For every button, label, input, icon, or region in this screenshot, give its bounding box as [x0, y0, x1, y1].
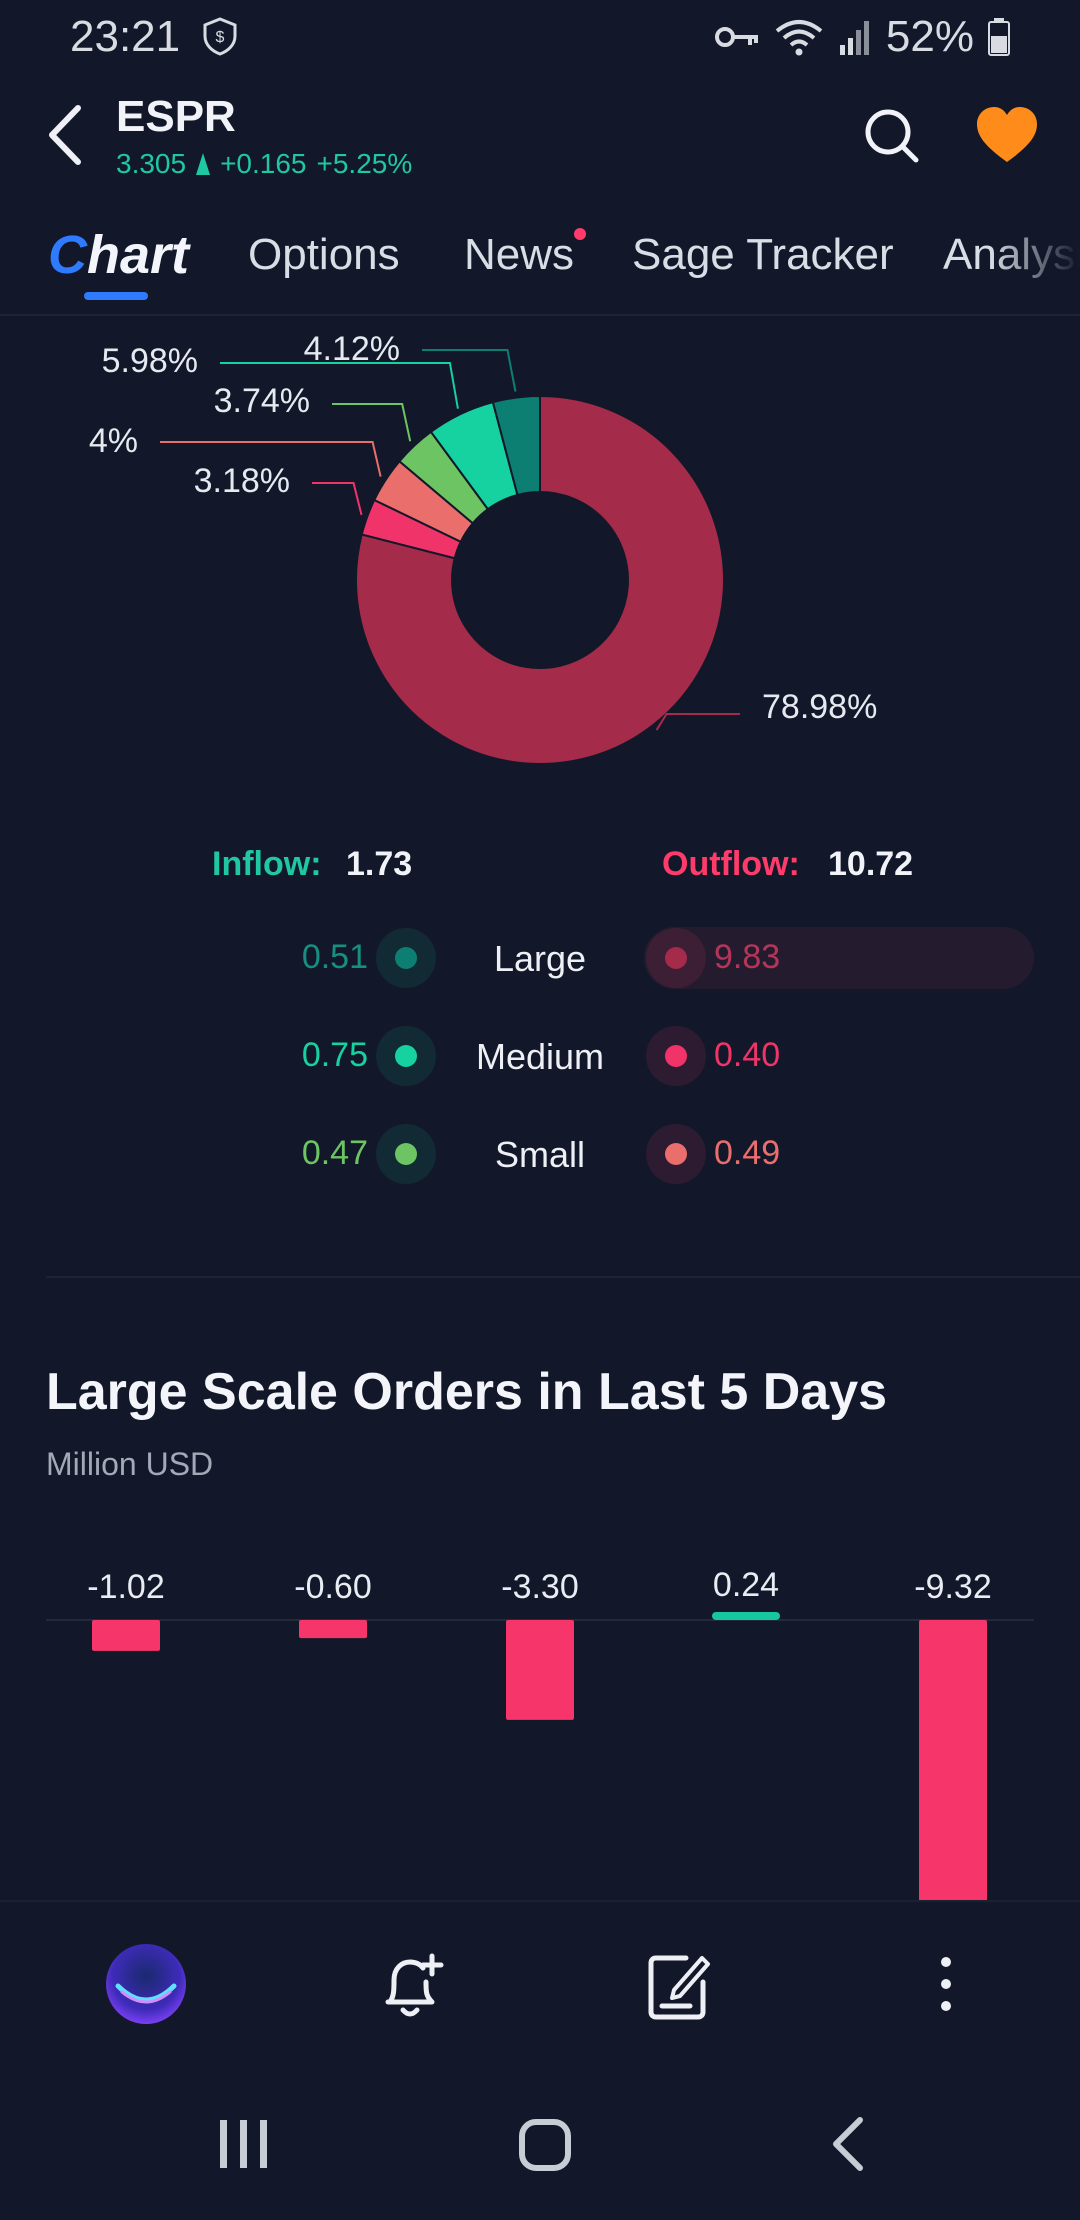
tab-chart[interactable]: Chart	[48, 224, 189, 286]
inflow-medium-dot	[376, 1026, 436, 1086]
donut-slice-label: 3.18%	[194, 462, 290, 500]
tab-sage-tracker[interactable]: Sage Tracker	[632, 230, 894, 279]
bar-day-2[interactable]	[299, 1620, 367, 1639]
donut-slice-label: 78.98%	[762, 688, 877, 726]
inflow-small-value: 0.47	[301, 1134, 368, 1172]
tab-chart-initial: C	[48, 225, 87, 285]
legend-dot	[665, 1143, 687, 1165]
recent-apps-icon[interactable]	[220, 2120, 267, 2168]
svg-text:$: $	[216, 29, 225, 46]
bar-value-label: 0.24	[713, 1566, 779, 1604]
battery-icon	[988, 18, 1010, 56]
donut-slice-label: 4%	[89, 422, 138, 460]
price-change-percent: +5.25%	[316, 148, 413, 179]
quote-line: 3.305 +0.165 +5.25%	[116, 148, 412, 180]
battery-percent: 52%	[885, 12, 974, 61]
legend-dot	[665, 1045, 687, 1067]
tab-bar: Chart Options News Sage Tracker Analysis	[0, 210, 1080, 316]
inflow-large-dot	[376, 928, 436, 988]
large-orders-unit: Million USD	[46, 1446, 214, 1482]
bar-day-5[interactable]	[919, 1620, 987, 1900]
tab-news[interactable]: News	[464, 230, 575, 279]
key-icon	[714, 27, 758, 47]
home-icon[interactable]	[519, 2119, 571, 2171]
status-bar: 23:21 $ 52%	[0, 0, 1080, 72]
add-alert-bell-icon[interactable]	[380, 1950, 444, 2020]
legend-dot	[395, 1143, 417, 1165]
donut-leader-line	[655, 713, 740, 731]
ticker-symbol: ESPR	[116, 92, 236, 141]
donut-leader-line	[332, 403, 412, 442]
outflow-small-dot	[646, 1124, 706, 1184]
search-icon[interactable]	[862, 106, 920, 164]
bar-value-label: -0.60	[294, 1568, 372, 1606]
active-tab-indicator	[84, 292, 148, 300]
outflow-medium-dot	[646, 1026, 706, 1086]
bar-day-4[interactable]	[712, 1612, 780, 1620]
tab-chart-rest: hart	[87, 225, 190, 285]
bar-value-label: -9.32	[914, 1568, 992, 1606]
outflow-small-value: 0.49	[714, 1134, 781, 1172]
last-price: 3.305	[116, 148, 187, 179]
large-outflow-highlight	[644, 927, 1034, 989]
more-options-icon[interactable]	[928, 1954, 964, 2014]
news-badge-dot	[574, 228, 586, 240]
outflow-medium-value: 0.40	[714, 1036, 781, 1074]
inflow-label: Inflow:	[212, 845, 322, 883]
system-nav-bar	[220, 2117, 863, 2171]
donut-slice-label: 3.74%	[214, 382, 310, 420]
ai-assistant-icon[interactable]	[104, 1942, 188, 2026]
donut-leader-line	[220, 362, 459, 409]
bar-value-label: -3.30	[501, 1568, 579, 1606]
bar-value-label: -1.02	[87, 1568, 165, 1606]
order-size-label: Large	[493, 938, 587, 979]
large-orders-bar-chart: -1.02 -0.60 -3.30 0.24 -9.32	[46, 1566, 1034, 1900]
outflow-label: Outflow:	[662, 845, 800, 883]
donut-leader-line	[422, 349, 517, 392]
inflow-value: 1.73	[346, 845, 413, 883]
inflow-small-dot	[376, 1124, 436, 1184]
signal-icon	[839, 21, 869, 55]
outflow-large-value: 9.83	[714, 938, 781, 976]
legend-dot	[665, 947, 687, 969]
legend-dot	[395, 1045, 417, 1067]
bar-day-3[interactable]	[506, 1620, 574, 1720]
price-change: +0.165	[220, 148, 307, 179]
status-time: 23:21	[70, 12, 181, 61]
donut-slice	[355, 394, 725, 765]
inflow-medium-value: 0.75	[301, 1036, 368, 1074]
system-back-icon[interactable]	[833, 2117, 863, 2171]
edit-note-icon[interactable]	[646, 1950, 712, 2020]
status-icons: 52%	[714, 12, 1010, 62]
favorite-heart-icon[interactable]	[975, 106, 1039, 164]
donut-slice-label: 4.12%	[304, 330, 400, 368]
vpn-shield-icon: $	[203, 17, 237, 56]
section-divider	[46, 1276, 1080, 1278]
donut-leader-line	[312, 482, 363, 516]
bar-day-1[interactable]	[92, 1620, 160, 1651]
outflow-large-dot	[646, 928, 706, 988]
inflow-large-value: 0.51	[301, 938, 368, 976]
donut-leader-line	[160, 441, 382, 477]
wifi-icon	[775, 20, 823, 56]
donut-slice-label: 5.98%	[102, 342, 198, 380]
capital-flow-donut: 78.98% 3.18% 4% 3.74% 5.98% 4.12%	[89, 330, 877, 765]
tab-scroll-fade	[990, 212, 1080, 312]
legend-dot	[395, 947, 417, 969]
up-arrow-icon	[196, 153, 211, 175]
order-size-label: Medium	[475, 1036, 605, 1077]
large-orders-title: Large Scale Orders in Last 5 Days	[46, 1363, 888, 1421]
outflow-value: 10.72	[828, 845, 914, 883]
donut-slice	[491, 394, 541, 497]
tab-options[interactable]: Options	[248, 230, 400, 279]
order-size-label: Small	[494, 1134, 586, 1175]
back-arrow-icon[interactable]	[40, 100, 90, 170]
